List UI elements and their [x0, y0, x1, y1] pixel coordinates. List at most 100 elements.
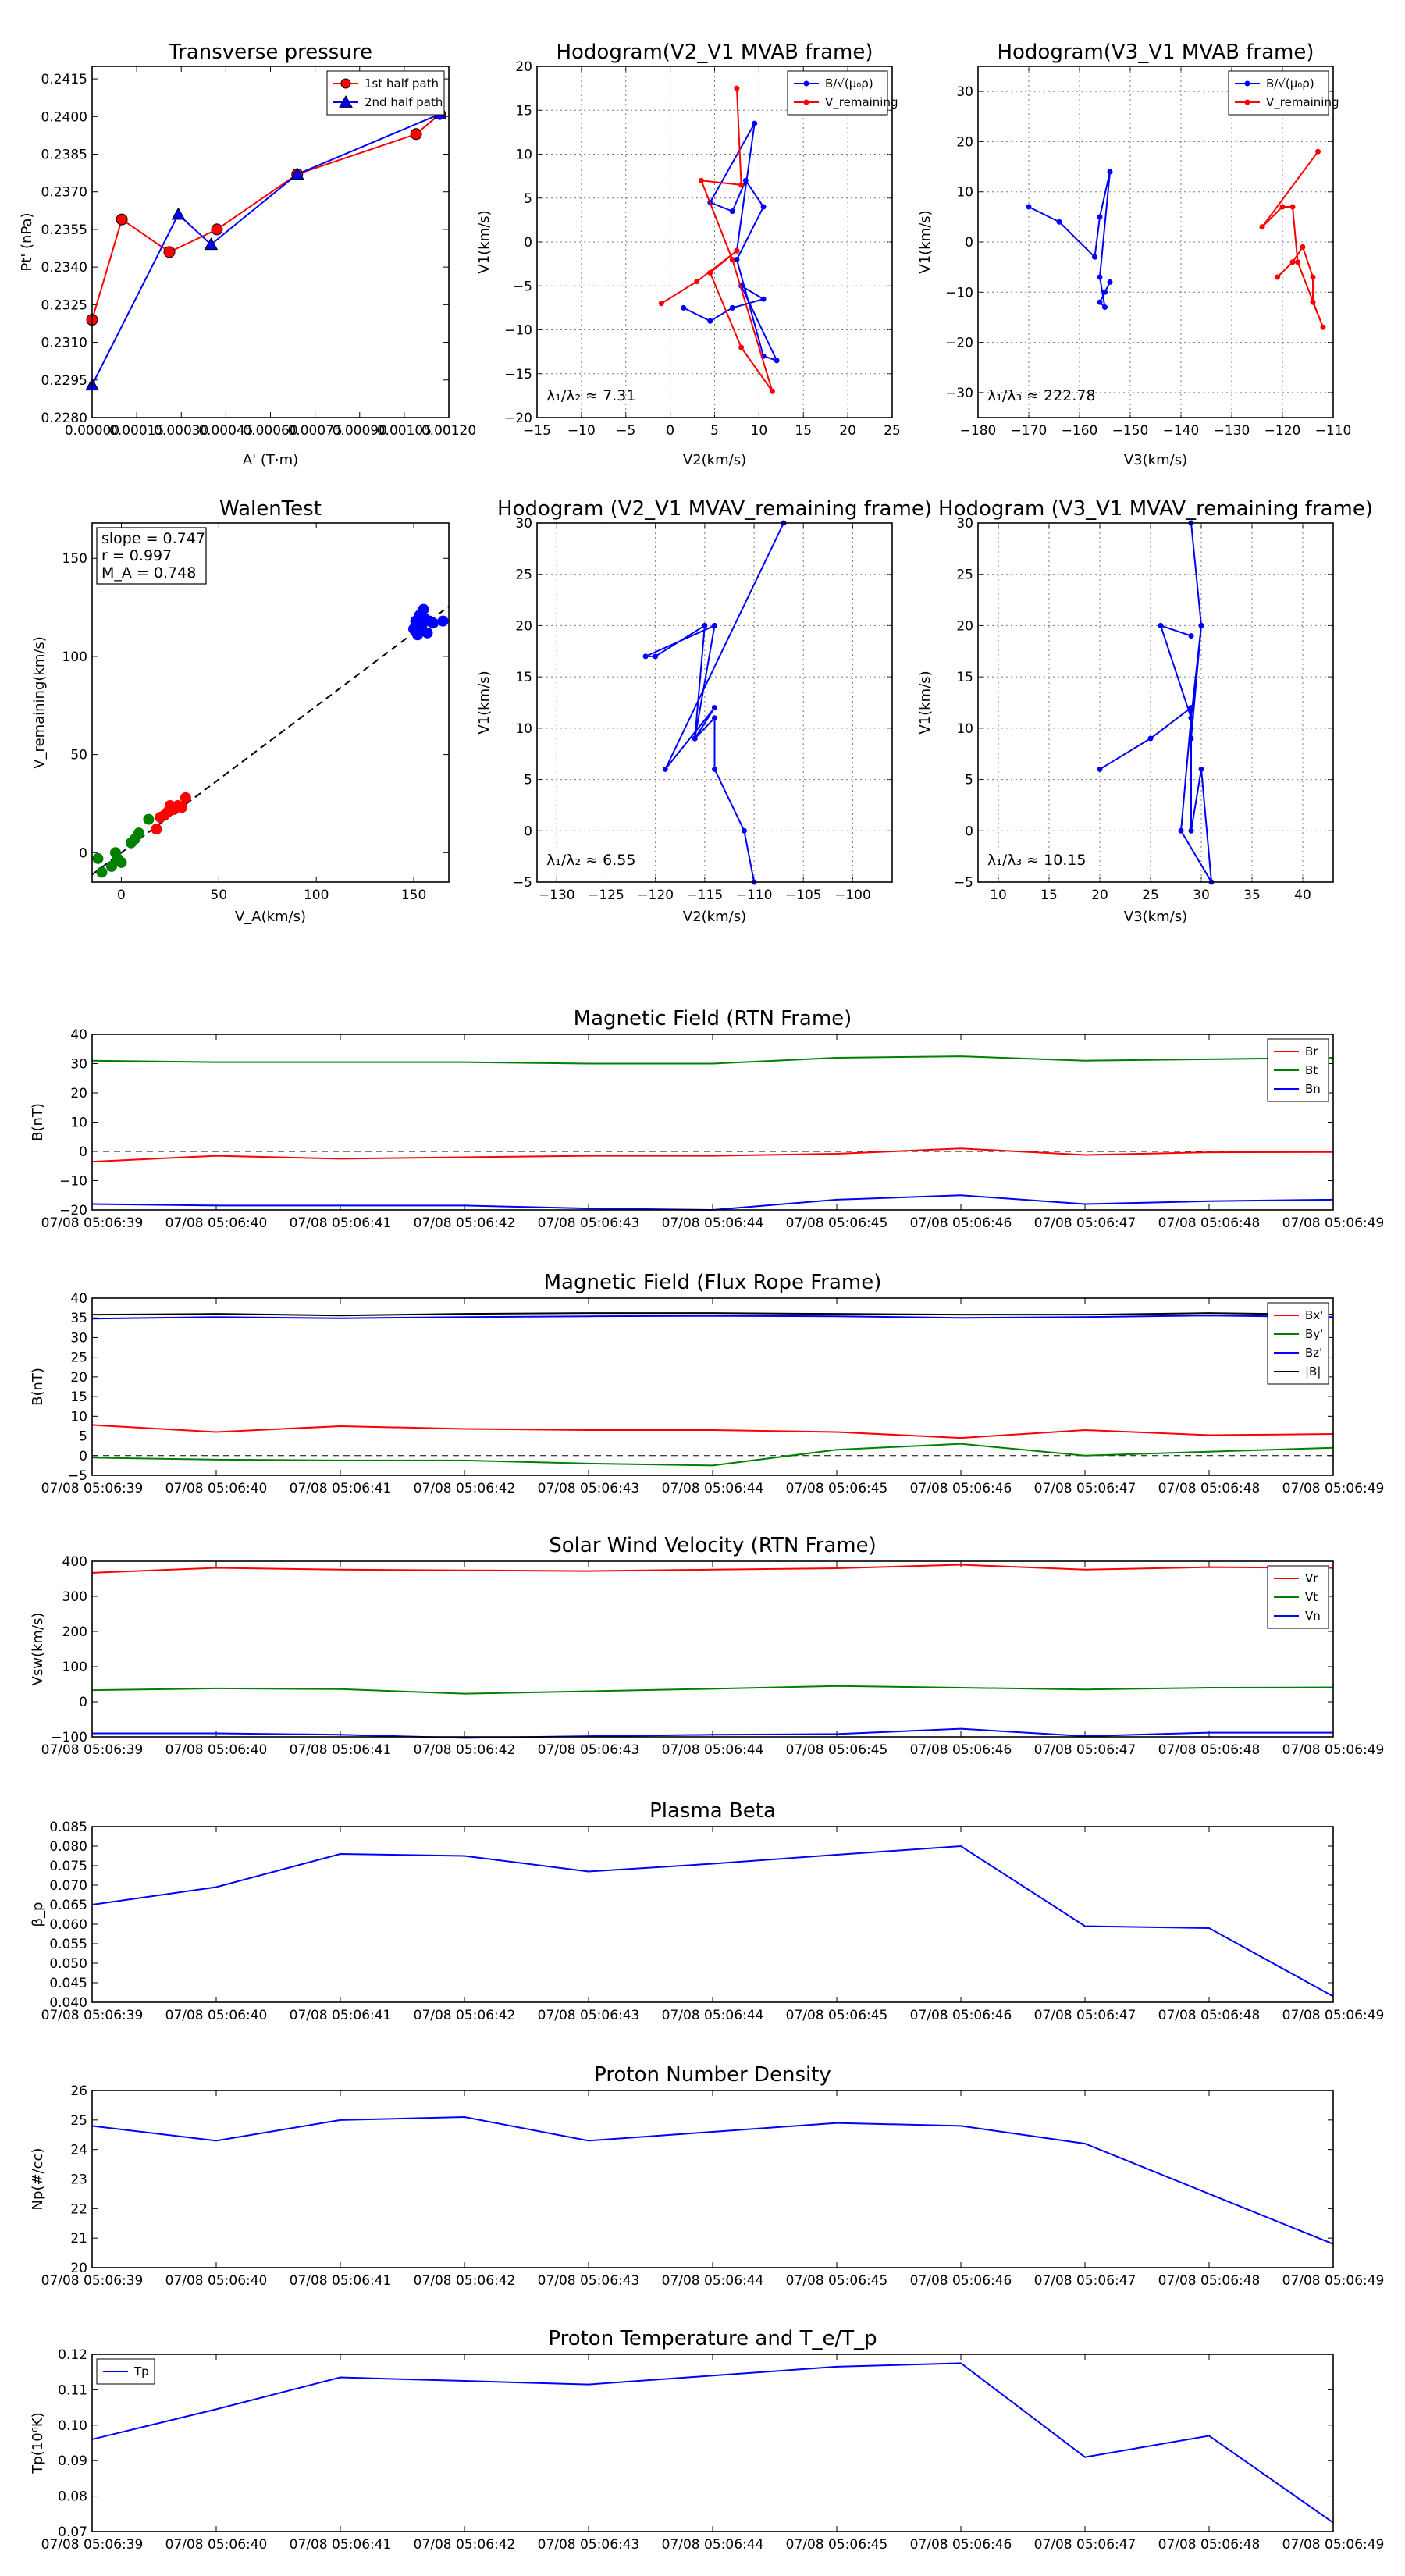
y-tick-label: −10 — [59, 1174, 87, 1190]
x-tick-label: 25 — [1142, 888, 1159, 903]
y-tick-label: 0.080 — [49, 1839, 87, 1855]
x-tick-label: −130 — [1214, 423, 1250, 439]
scatter-point — [151, 824, 162, 835]
data-point — [734, 85, 740, 91]
chart-title: Hodogram(V2_V1 MVAB frame) — [556, 41, 873, 64]
series-V — [1097, 520, 1215, 885]
legend-label: V_remaining — [825, 95, 898, 110]
x-tick-label: 10 — [751, 423, 768, 439]
data-point — [738, 344, 745, 350]
data-point — [1102, 289, 1108, 295]
y-tick-label: 30 — [956, 516, 973, 532]
data-point — [1097, 766, 1103, 772]
data-point — [1279, 204, 1286, 210]
data-point — [204, 237, 219, 251]
y-tick-label: 100 — [62, 649, 87, 665]
y-tick-label: 0.085 — [49, 1820, 87, 1835]
data-point — [1188, 735, 1194, 742]
y-tick-label: 0 — [79, 1449, 87, 1464]
data-point — [1295, 259, 1300, 265]
time-tick-label: 07/08 05:06:44 — [662, 2273, 764, 2289]
plot-frame — [977, 522, 1334, 883]
time-tick-label: 07/08 05:06:41 — [290, 2008, 392, 2023]
plot-frame — [536, 66, 893, 418]
data-point — [1097, 299, 1103, 305]
chart-walen-test: WalenTest 0 50 100 150 0 50 100 150 V_remaining(k… — [31, 497, 450, 925]
time-tick-label: 07/08 05:06:48 — [1158, 1215, 1261, 1231]
time-tick-label: 07/08 05:06:43 — [538, 1481, 640, 1496]
series-line — [683, 123, 779, 362]
data-point — [760, 204, 767, 210]
x-tick-label: −180 — [960, 423, 997, 439]
data-point — [163, 246, 176, 258]
time-tick-label: 07/08 05:06:48 — [1158, 1742, 1261, 1758]
time-tick-label: 07/08 05:06:39 — [41, 1481, 144, 1496]
legend-label: Bx' — [1305, 1308, 1323, 1322]
time-tick-label: 07/08 05:06:39 — [41, 1742, 144, 1758]
time-tick-label: 07/08 05:06:47 — [1034, 1215, 1136, 1231]
chart-h1: Hodogram(V2_V1 MVAB frame)−20−15−10−5051… — [476, 41, 901, 468]
y-tick-label: 0.055 — [49, 1937, 87, 1952]
y-tick-label: 30 — [515, 516, 532, 532]
x-axis-label: V3(km/s) — [1124, 909, 1187, 925]
y-axis-label: V1(km/s) — [476, 210, 493, 273]
y-tick-label: 100 — [62, 1660, 87, 1675]
legend-box — [1267, 1302, 1329, 1385]
y-axis-label: V_remaining(km/s) — [31, 636, 48, 769]
x-tick-label: 50 — [211, 888, 228, 903]
chart-title: Magnetic Field (RTN Frame) — [574, 1007, 852, 1030]
plot-frame — [91, 1826, 1334, 2003]
data-point — [1259, 224, 1265, 230]
y-tick-label: 200 — [62, 1624, 87, 1640]
x-tick-label: −120 — [637, 888, 674, 903]
y-tick-label: 0.075 — [49, 1859, 87, 1874]
series-line — [91, 113, 440, 386]
x-tick-label: 0.00105 — [377, 423, 432, 439]
time-tick-label: 07/08 05:06:39 — [41, 1215, 144, 1231]
x-tick-label: 0.00060 — [243, 423, 297, 439]
data-point — [1289, 204, 1296, 210]
chart-title: WalenTest — [219, 497, 322, 521]
time-tick-label: 07/08 05:06:44 — [662, 1481, 764, 1496]
y-tick-label: 0.09 — [58, 2453, 87, 2469]
y-tick-label: 22 — [70, 2201, 87, 2217]
plot-frame — [91, 1560, 1334, 1738]
y-tick-label: 20 — [515, 618, 532, 634]
x-tick-label: −105 — [785, 888, 822, 903]
x-axis-label: V2(km/s) — [683, 452, 746, 468]
data-point — [712, 766, 717, 772]
time-tick-label: 07/08 05:06:45 — [786, 1215, 888, 1231]
data-point — [1158, 622, 1164, 628]
y-tick-label: 15 — [515, 103, 532, 119]
time-tick-label: 07/08 05:06:40 — [165, 2008, 268, 2023]
series-Br — [91, 1147, 1334, 1163]
chart-title: Transverse pressure — [168, 41, 372, 64]
chart-h2: Hodogram(V3_V1 MVAB frame) −30 −20 −10 0 10 20… — [917, 41, 1351, 468]
data-point — [752, 120, 758, 126]
data-point — [1244, 99, 1250, 105]
time-tick-label: 07/08 05:06:43 — [538, 2273, 640, 2289]
y-tick-label: 5 — [79, 1429, 87, 1445]
data-point — [729, 304, 735, 311]
y-tick-label: 20 — [70, 1370, 87, 1386]
stats-text: r = 0.997 — [101, 547, 172, 564]
y-tick-label: −10 — [504, 323, 532, 339]
y-tick-label: 30 — [70, 1057, 87, 1073]
data-point — [1102, 304, 1108, 311]
scatter-point — [428, 617, 439, 629]
series-|B| — [91, 1312, 1334, 1317]
x-tick-label: 5 — [710, 423, 719, 439]
series-V_remaining — [658, 85, 775, 394]
x-tick-label: −170 — [1011, 423, 1048, 439]
scatter-point — [105, 860, 117, 872]
y-tick-label: 5 — [965, 773, 973, 788]
time-tick-label: 07/08 05:06:41 — [290, 2537, 392, 2553]
chart-title: Hodogram(V3_V1 MVAB frame) — [997, 41, 1314, 64]
y-tick-label: 0.065 — [49, 1898, 87, 1913]
y-tick-label: 40 — [70, 1027, 87, 1043]
plot-frame — [91, 1034, 1334, 1211]
data-point — [729, 257, 735, 262]
series-Bz' — [91, 1315, 1334, 1320]
time-tick-label: 07/08 05:06:43 — [538, 2537, 640, 2553]
y-tick-label: 0.2295 — [41, 373, 87, 389]
